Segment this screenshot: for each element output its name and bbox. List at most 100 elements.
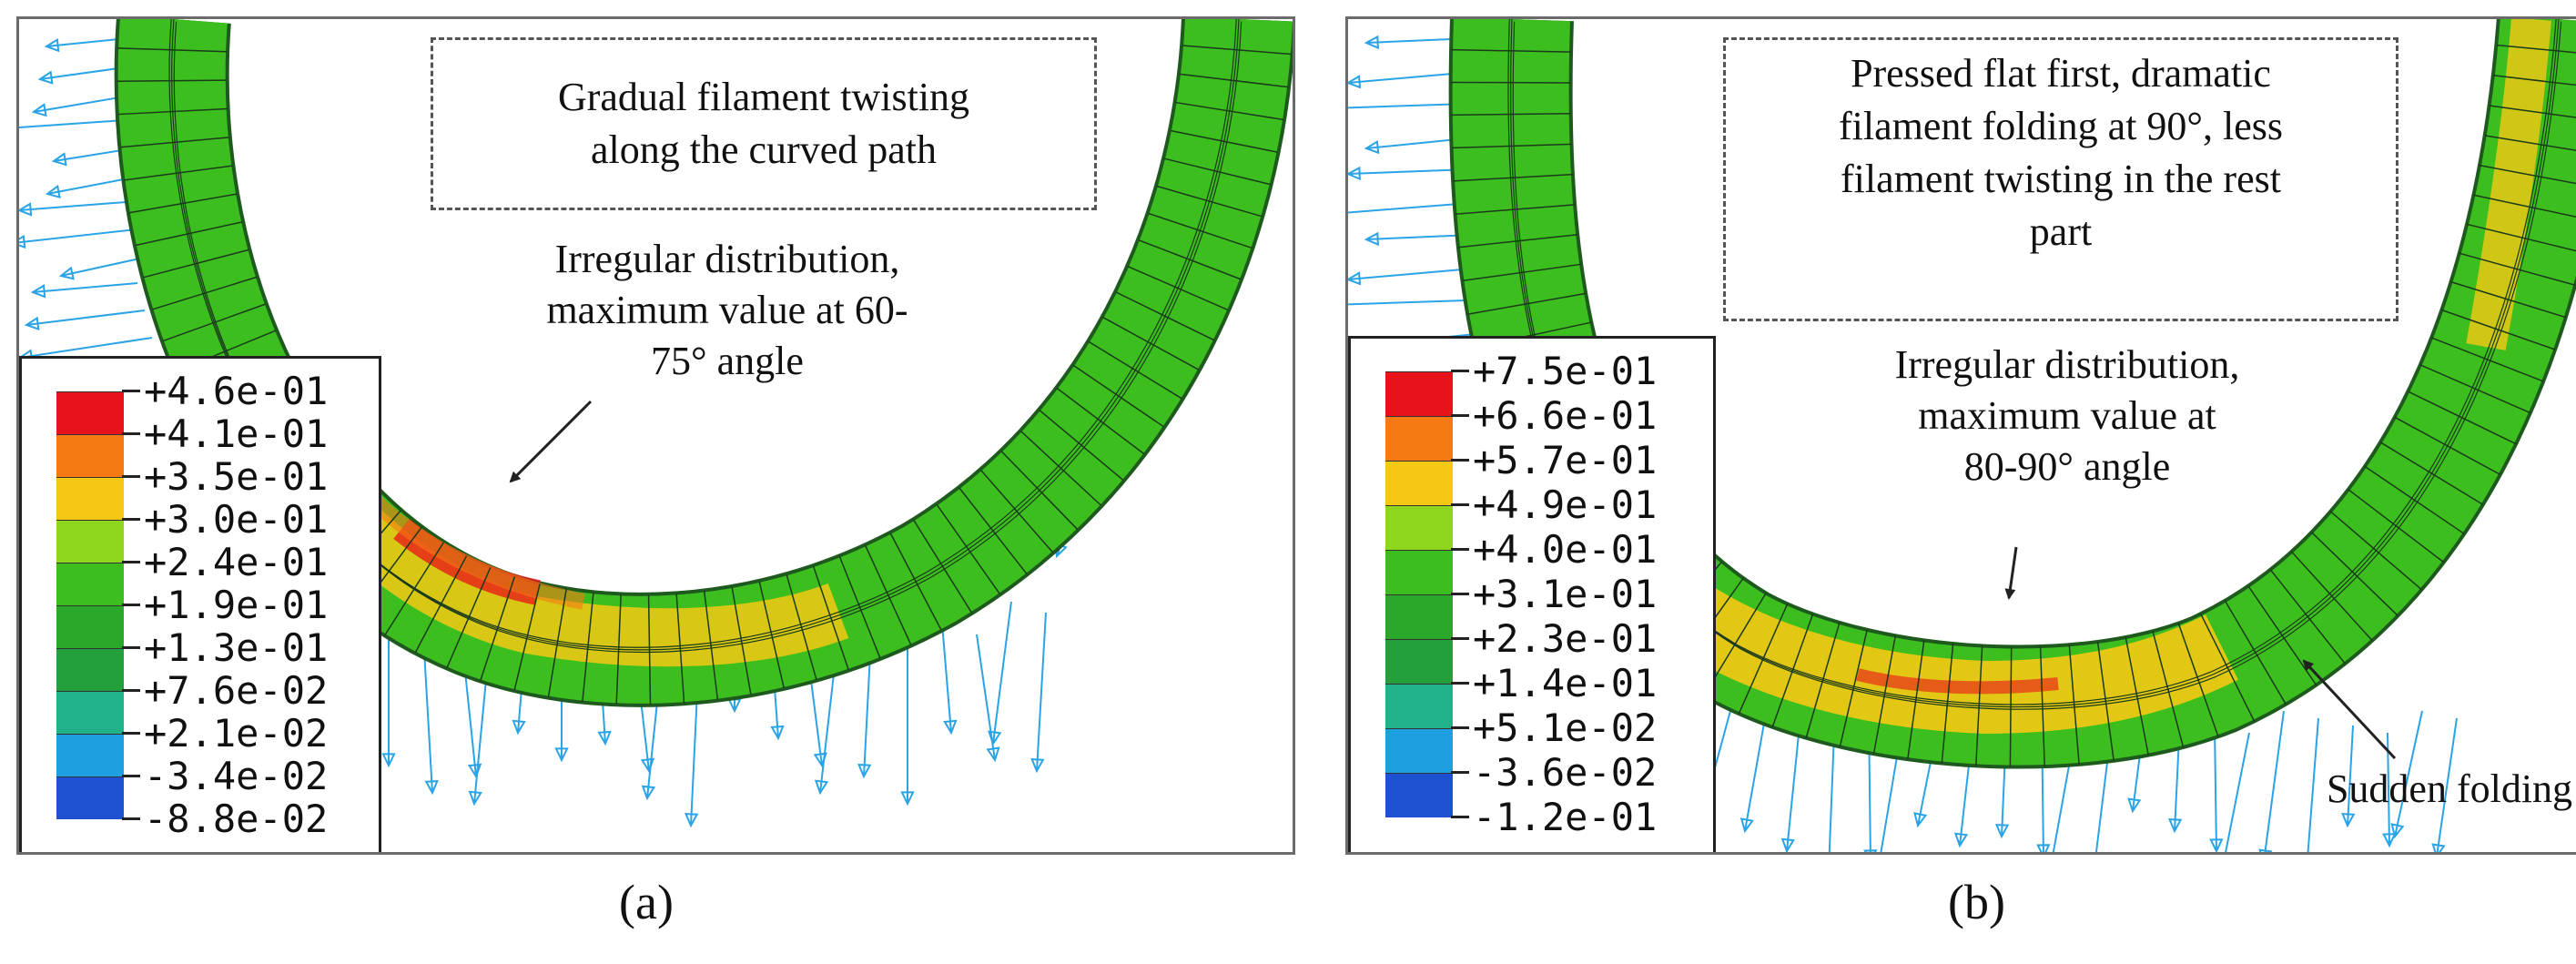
annotation-line: maximum value at — [1918, 393, 2216, 438]
legend-label: +2.4e-01 — [144, 540, 329, 584]
force-vector-head — [2036, 844, 2051, 852]
mesh-lines-a — [117, 19, 1292, 705]
force-vector-head — [1348, 271, 1362, 286]
pointer-arrow-b1 — [2004, 546, 2018, 600]
legend-label: +5.7e-01 — [1473, 438, 1658, 482]
force-vector-head — [1348, 166, 1361, 181]
legend-tick — [122, 432, 140, 435]
legend-swatch — [56, 391, 124, 434]
force-vector-head — [641, 785, 656, 801]
legend-label: -1.2e-01 — [1473, 795, 1658, 839]
color-legend-a: +4.6e-01 +4.1e-01 +3.5e-01 +3.0e-01 +2.4e-01… — [19, 356, 381, 852]
legend-swatch — [56, 691, 124, 734]
legend-tick — [122, 646, 140, 649]
mesh-longitudinal — [173, 21, 1242, 654]
legend-label: -8.8e-02 — [144, 797, 329, 841]
force-vector-head — [814, 779, 829, 796]
force-vector-head — [31, 103, 47, 117]
legend-swatch — [56, 648, 124, 691]
legend-label: -3.6e-02 — [1473, 750, 1658, 795]
force-vector-head — [597, 730, 612, 746]
force-vector-head — [684, 813, 699, 828]
callout-box-a: Gradual filament twisting along the curv… — [431, 37, 1097, 210]
legend-label: +4.9e-01 — [1473, 482, 1658, 527]
force-vector — [2225, 732, 2250, 852]
legend-tick — [122, 689, 140, 692]
annotation-line: maximum value at 60- — [546, 288, 908, 332]
legend-label: +1.4e-01 — [1473, 661, 1658, 705]
annotation-line: Irregular distribution, — [554, 237, 900, 281]
legend-swatch — [1385, 505, 1453, 550]
force-vector-head — [2209, 838, 2224, 852]
force-vector-head — [857, 764, 872, 779]
force-vector-head — [2390, 823, 2405, 839]
annotation-line: Irregular distribution, — [1894, 342, 2240, 387]
legend-label: +4.0e-01 — [1473, 527, 1658, 572]
legend-tick — [122, 732, 140, 735]
force-vector — [1786, 725, 1800, 852]
force-vector-head — [943, 719, 958, 736]
force-vector-head — [2258, 848, 2273, 852]
force-vector-head — [2167, 818, 2183, 834]
legend-swatch — [56, 434, 124, 477]
contour-plot-a — [19, 19, 1293, 828]
legend-tick — [122, 604, 140, 606]
legend-tick — [1451, 503, 1469, 506]
force-vector-head — [1364, 231, 1379, 247]
force-vector-head — [2382, 833, 2397, 848]
annotation-a: Irregular distribution, maximum value at… — [472, 234, 982, 387]
callout-line: filament folding at 90°, less — [1838, 104, 2284, 148]
force-vector-head — [512, 719, 526, 736]
force-vector-head — [44, 38, 60, 53]
force-vector — [2394, 710, 2423, 837]
annotation-line: 80-90° angle — [1963, 444, 2171, 489]
callout-box-b: Pressed flat first, dramatic filament fo… — [1723, 37, 2399, 321]
force-vector-head — [2127, 797, 2142, 814]
force-vector — [2436, 717, 2458, 852]
force-vector-head — [19, 234, 26, 249]
legend-label: +3.5e-01 — [144, 454, 329, 499]
panel-a: Gradual filament twisting along the curv… — [16, 16, 1295, 855]
legend-swatch — [56, 605, 124, 648]
annotation-b: Irregular distribution, maximum value at… — [1831, 340, 2304, 492]
force-vector — [19, 228, 146, 244]
legend-tick — [122, 561, 140, 563]
mesh-longitudinal — [168, 19, 1237, 648]
force-vector — [19, 118, 138, 128]
legend-tick — [122, 390, 140, 392]
force-vector — [19, 200, 138, 211]
legend-tick — [1451, 548, 1469, 551]
legend-swatch — [1385, 416, 1453, 461]
legend-swatch — [56, 520, 124, 563]
caption-a: (a) — [619, 875, 674, 929]
filament-ring-a-hot2 — [359, 486, 585, 610]
force-vector-head — [37, 70, 54, 85]
force-vector-head — [1780, 837, 1796, 852]
legend-swatch — [1385, 461, 1453, 505]
force-vector-head — [988, 730, 1002, 746]
force-vector-head — [986, 746, 1000, 763]
force-vector-head — [30, 284, 46, 299]
force-vector-head — [900, 791, 915, 807]
annotation-line: Sudden folding — [2326, 766, 2573, 811]
legend-tick — [1451, 370, 1469, 372]
callout-line: filament twisting in the rest — [1841, 157, 2281, 201]
legend-label: +7.6e-02 — [144, 668, 329, 713]
legend-tick — [122, 775, 140, 777]
legend-tick — [122, 817, 140, 820]
force-vector — [19, 337, 153, 359]
legend-swatch — [56, 563, 124, 605]
force-vector — [992, 601, 1012, 745]
legend-swatch — [1385, 639, 1453, 684]
legend-tick — [1451, 637, 1469, 640]
force-vector-head — [1364, 140, 1380, 155]
force-vector-head — [1364, 35, 1379, 50]
force-vector-head — [468, 790, 482, 807]
force-vector-head — [24, 316, 40, 330]
legend-label: +4.6e-01 — [144, 369, 329, 413]
legend-swatch — [1385, 728, 1453, 773]
legend-tick — [122, 475, 140, 478]
force-vector-head — [58, 266, 75, 280]
legend-label: +1.9e-01 — [144, 583, 329, 627]
legend-swatch — [1385, 773, 1453, 817]
